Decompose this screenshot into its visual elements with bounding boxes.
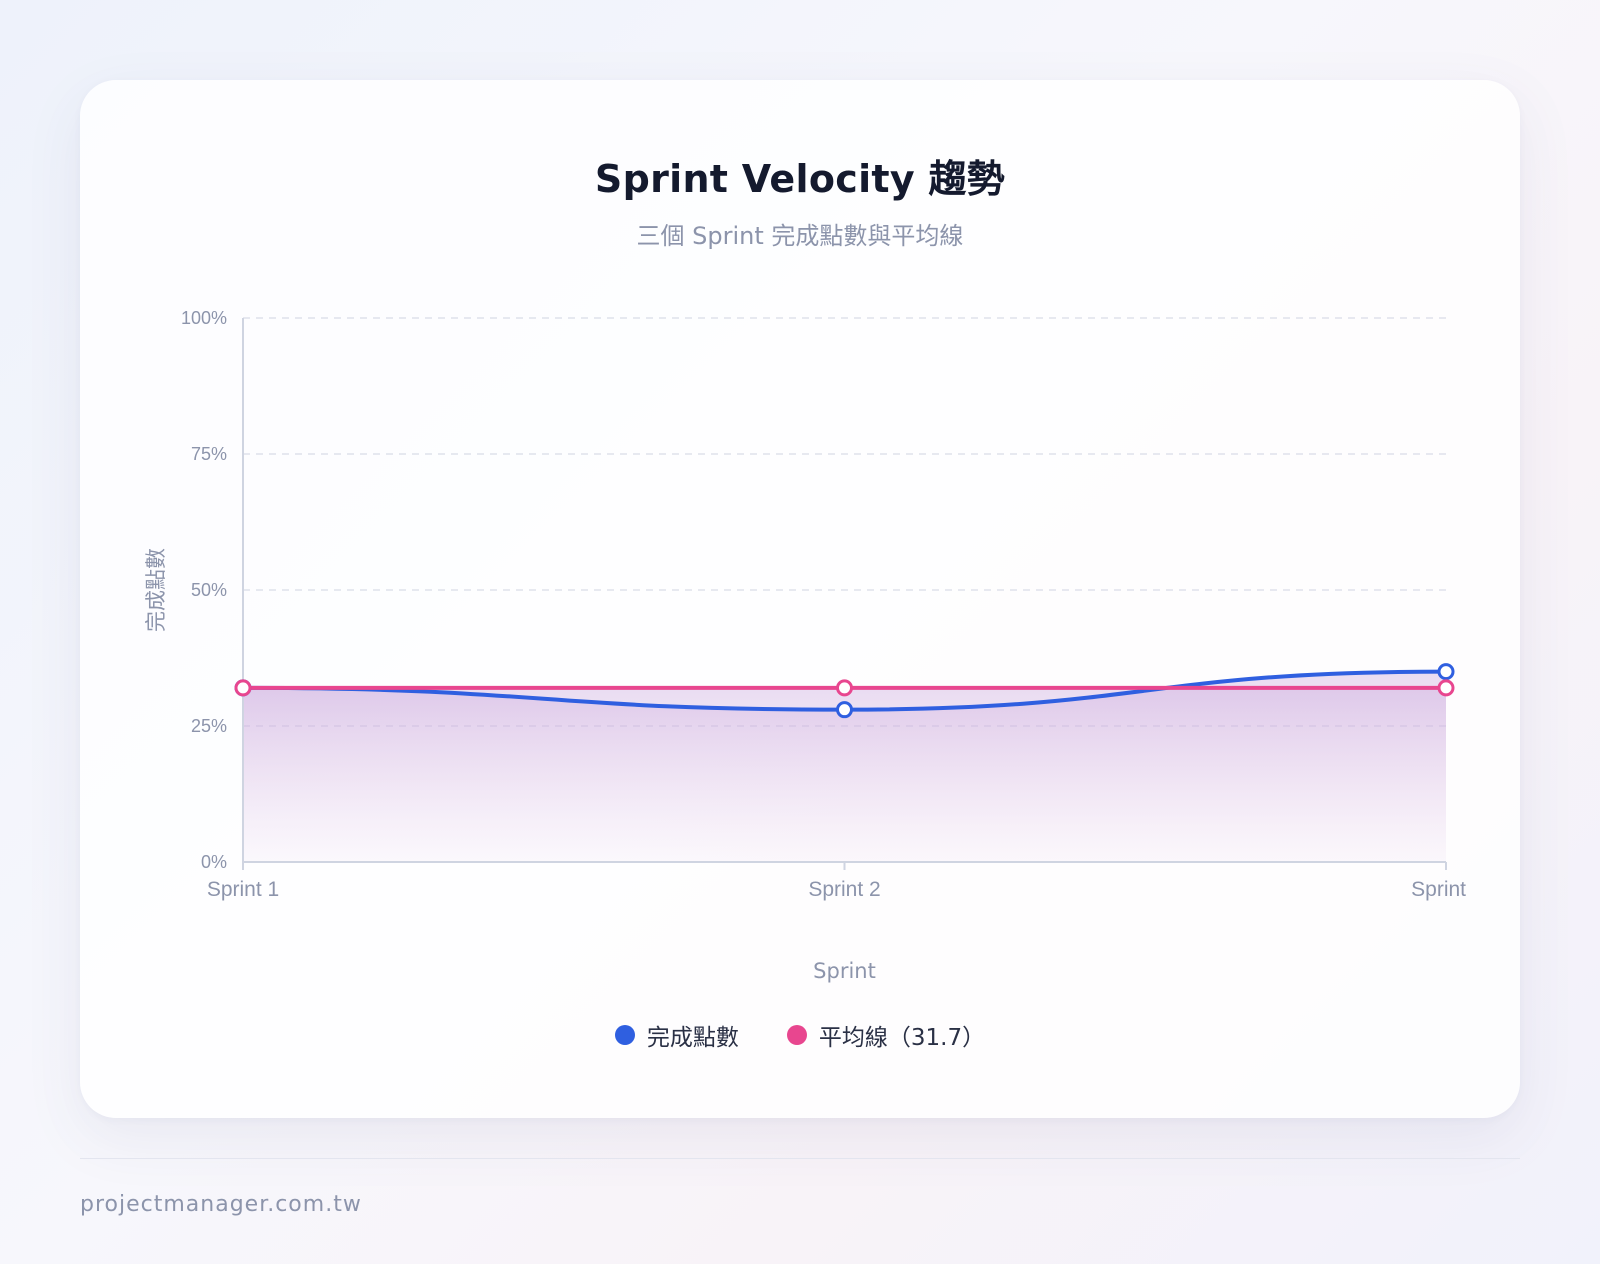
chart-subtitle: 三個 Sprint 完成點數與平均線: [636, 222, 964, 250]
data-point-completed: [1437, 663, 1455, 681]
legend-swatch-completed: [614, 1025, 635, 1045]
footer-site-link[interactable]: projectmanager.com.tw: [80, 1192, 362, 1217]
y-tick-label: 0%: [201, 852, 227, 872]
y-axis-title: 完成點數: [144, 548, 168, 632]
legend-item-average: 平均線（31.7）: [786, 1018, 986, 1052]
legend-label-average: 平均線（31.7）: [818, 1025, 986, 1051]
chart-legend: 完成點數 平均線（31.7）: [0, 1018, 1600, 1052]
x-tick-label: Sprint 2: [808, 878, 880, 901]
legend-item-completed: 完成點數: [614, 1018, 739, 1052]
data-point-average: [234, 679, 252, 697]
y-tick-label: 100%: [181, 308, 227, 328]
data-point-completed: [836, 701, 853, 719]
x-tick-label: Sprint 1: [207, 878, 279, 901]
x-axis-title: Sprint: [813, 959, 876, 983]
y-tick-label: 75%: [191, 444, 227, 464]
legend-swatch-average: [786, 1025, 807, 1045]
footer-divider: [80, 1158, 1520, 1159]
y-tick-label: 50%: [191, 580, 227, 600]
legend-label-completed: 完成點數: [646, 1025, 739, 1051]
chart-card: [80, 80, 1520, 1118]
chart-title: Sprint Velocity 趨勢: [594, 157, 1006, 201]
y-tick-label: 25%: [191, 716, 227, 736]
data-point-average: [1437, 679, 1455, 697]
x-tick-label: Sprint: [1411, 878, 1466, 901]
data-point-average: [836, 679, 853, 697]
series-area: [243, 687, 1446, 862]
